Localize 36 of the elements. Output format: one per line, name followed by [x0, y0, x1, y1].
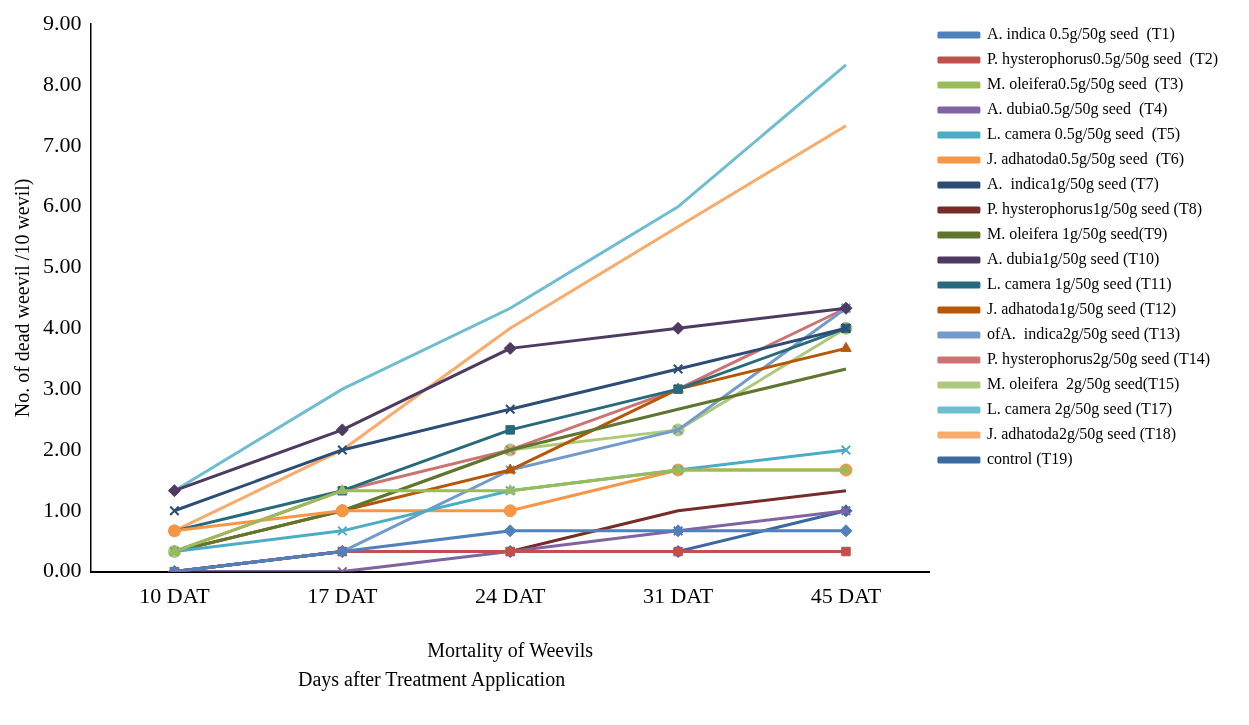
legend-label: A. indica1g/50g seed (T7) [986, 175, 1159, 194]
x-tick-label: 31 DAT [642, 582, 714, 608]
legend-label: J. adhatoda0.5g/50g seed (T6) [986, 150, 1185, 169]
x-axis-title: Mortality of Weevils [427, 639, 594, 663]
legend-label: M. oleifera0.5g/50g seed (T3) [986, 75, 1184, 94]
legend-label: control (T19) [986, 450, 1073, 469]
y-tick-label: 6.00 [43, 192, 82, 218]
legend-label: A. indica 0.5g/50g seed (T1) [986, 25, 1175, 44]
x-tick-label: 17 DAT [307, 582, 379, 608]
y-tick-label: 0.00 [43, 557, 82, 583]
legend-label: A. dubia0.5g/50g seed (T4) [986, 100, 1168, 119]
y-tick-label: 1.00 [43, 496, 82, 522]
text: Days after Treatment Application [298, 668, 567, 691]
y-tick-label: 2.00 [43, 435, 82, 461]
legend-label: L. camera 0.5g/50g seed (T5) [986, 125, 1181, 144]
y-tick-label: 3.00 [43, 374, 82, 400]
legend-label: M. oleifera 1g/50g seed(T9) [986, 225, 1168, 244]
legend-label: P. hysterophorus2g/50g seed (T14) [986, 350, 1211, 369]
legend-label: M. oleifera 2g/50g seed(T15) [986, 375, 1180, 394]
legend-label: ofA. indica2g/50g seed (T13) [986, 325, 1181, 344]
legend-label: L. camera 2g/50g seed (T17) [986, 400, 1173, 419]
legend-label: P. hysterophorus0.5g/50g seed (T2) [986, 50, 1219, 69]
legend-label: L. camera 1g/50g seed (T11) [986, 275, 1172, 294]
legend-label: A. dubia1g/50g seed (T10) [986, 250, 1160, 269]
x-tick-label: 24 DAT [475, 582, 546, 608]
x-tick-label: 10 DAT [139, 582, 211, 608]
y-tick-label: 4.00 [43, 314, 82, 340]
legend-label: J. adhatoda2g/50g seed (T18) [986, 425, 1177, 444]
y-tick-label: 5.00 [43, 253, 82, 279]
y-axis-title: No. of dead weevil /10 wevil) [11, 178, 35, 418]
x-tick-label: 45 DAT [810, 582, 882, 608]
legend-label: J. adhatoda1g/50g seed (T12) [986, 300, 1177, 319]
y-tick-label: 7.00 [43, 131, 82, 157]
y-tick-label: 9.00 [43, 9, 82, 35]
legend-label: P. hysterophorus1g/50g seed (T8) [986, 200, 1203, 219]
y-tick-label: 8.00 [43, 70, 82, 96]
